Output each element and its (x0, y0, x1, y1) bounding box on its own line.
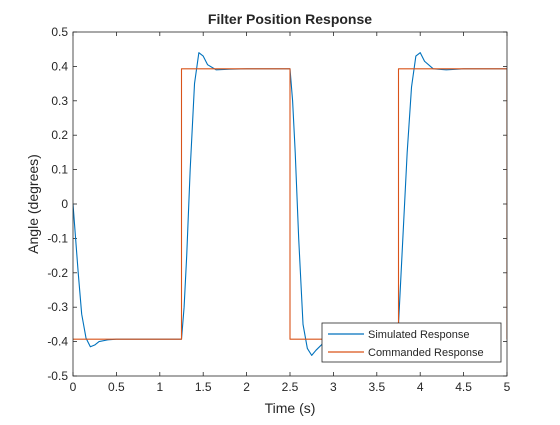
legend-label-simulated: Simulated Response (368, 329, 470, 341)
x-tick-label: 4.5 (455, 380, 472, 394)
y-tick-label: 0.4 (51, 59, 68, 73)
x-tick-label: 1 (156, 380, 163, 394)
plot-clip (73, 52, 507, 356)
series-group (73, 52, 507, 356)
x-tick-label: 1.5 (195, 380, 212, 394)
x-tick-label: 4 (417, 380, 424, 394)
simulated-response-line (73, 52, 507, 356)
x-tick-label: 2 (243, 380, 250, 394)
x-axis-label: Time (s) (265, 400, 316, 416)
y-axis-label: Angle (degrees) (25, 154, 41, 254)
y-tick-label: -0.5 (47, 369, 68, 383)
y-tick-label: 0.3 (51, 94, 68, 108)
axis-ticks: 0 0.5 1 1.5 2 2.5 3 3.5 4 4.5 5 -0.5 -0.4 -0.3 -0.2 -0.… (47, 25, 510, 394)
y-tick-label: -0.2 (47, 266, 68, 280)
y-tick-label: 0.5 (51, 25, 68, 39)
y-tick-label: -0.3 (47, 300, 68, 314)
x-tick-label: 0.5 (108, 380, 125, 394)
y-tick-label: 0 (61, 197, 68, 211)
commanded-response-line (73, 68, 507, 340)
x-tick-label: 0 (70, 380, 77, 394)
x-tick-label: 3.5 (368, 380, 385, 394)
x-tick-label: 3 (330, 380, 337, 394)
legend-box (321, 322, 502, 363)
chart-title: Filter Position Response (208, 11, 372, 27)
x-tick-label: 5 (504, 380, 511, 394)
axes-box (72, 31, 508, 377)
legend: Simulated Response Commanded Response (321, 322, 502, 363)
y-tick-label: -0.1 (47, 231, 68, 245)
y-tick-label: -0.4 (47, 335, 68, 349)
y-tick-label: 0.1 (51, 163, 68, 177)
legend-label-commanded: Commanded Response (368, 347, 484, 359)
x-tick-label: 2.5 (282, 380, 299, 394)
y-tick-label: 0.2 (51, 128, 68, 142)
